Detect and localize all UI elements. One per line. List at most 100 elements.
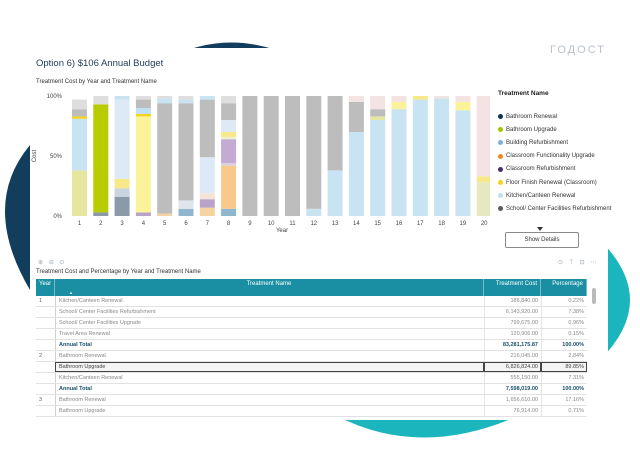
legend-item-2[interactable]: Building Refurbishment bbox=[498, 136, 613, 149]
bar-segment[interactable] bbox=[135, 116, 151, 213]
bar-segment[interactable] bbox=[221, 136, 237, 140]
bar-segment[interactable] bbox=[178, 200, 194, 209]
bar-segment[interactable] bbox=[348, 96, 364, 102]
table-row[interactable]: 1 Kitchen/Canteen Renewal 186,840.00 0.22% bbox=[36, 296, 587, 307]
bar-segment[interactable] bbox=[348, 102, 364, 132]
column-header-year[interactable]: Year bbox=[36, 279, 55, 296]
bar-segment[interactable] bbox=[370, 96, 386, 110]
bar-segment[interactable] bbox=[412, 96, 428, 100]
bar-segment[interactable] bbox=[434, 98, 450, 216]
bar-segment[interactable] bbox=[221, 208, 237, 216]
legend-item-4[interactable]: Classroom Refurbishment bbox=[498, 163, 613, 176]
bar-segment[interactable] bbox=[93, 96, 109, 105]
bar-segment[interactable] bbox=[391, 96, 407, 102]
legend-item-1[interactable]: Bathroom Upgrade bbox=[498, 123, 613, 136]
bar-segment[interactable] bbox=[476, 182, 490, 216]
bar-segment[interactable] bbox=[114, 99, 130, 179]
bar-segment[interactable] bbox=[370, 120, 386, 216]
bar-segment[interactable] bbox=[327, 170, 343, 216]
bar-segment[interactable] bbox=[72, 99, 87, 110]
bar-segment[interactable] bbox=[391, 109, 407, 216]
bar-segment[interactable] bbox=[199, 99, 215, 158]
bar-segment[interactable] bbox=[72, 116, 87, 119]
legend-item-5[interactable]: Floor Finish Renewal (Classroom) bbox=[498, 176, 613, 189]
bar-segment[interactable] bbox=[221, 132, 237, 137]
bar-segment[interactable] bbox=[178, 99, 194, 104]
bar-segment[interactable] bbox=[135, 114, 151, 117]
bar-segment[interactable] bbox=[157, 213, 173, 216]
bar-segment[interactable] bbox=[412, 99, 428, 216]
visual-options-icons[interactable]: ⊙ ⊤ ⊡ ⋯ bbox=[558, 260, 599, 266]
bar-segment[interactable] bbox=[476, 176, 490, 183]
table-row[interactable]: 2 Bathroom Renewal 216,045.00 2.84% bbox=[36, 351, 587, 362]
bar-segment[interactable] bbox=[263, 96, 279, 216]
legend-item-3[interactable]: Classroom Functionality Upgrade bbox=[498, 150, 613, 163]
table-row[interactable]: School/ Center Facilities Refurbishment 6… bbox=[36, 307, 587, 318]
bar-segment[interactable] bbox=[370, 109, 386, 117]
bar-segment[interactable] bbox=[391, 102, 407, 110]
bar-segment[interactable] bbox=[157, 103, 173, 214]
column-header-treatment-name[interactable]: Treatment Name bbox=[55, 279, 484, 296]
bar-segment[interactable] bbox=[135, 99, 151, 108]
zoom-tool-icons[interactable]: ⊕ ⊖ ⊙ bbox=[38, 260, 67, 266]
bar-segment[interactable] bbox=[242, 96, 258, 216]
bar-segment[interactable] bbox=[178, 96, 194, 100]
bar-segment[interactable] bbox=[157, 98, 173, 104]
legend-item-0[interactable]: Bathroom Renewal bbox=[498, 110, 613, 123]
bar-segment[interactable] bbox=[327, 96, 343, 171]
bar-segment[interactable] bbox=[370, 116, 386, 120]
bar-segment[interactable] bbox=[93, 212, 109, 216]
bar-segment[interactable] bbox=[199, 193, 215, 200]
table-row[interactable]: 3 Bathroom Renewal 1,656,610.00 17.16% bbox=[36, 395, 587, 406]
bar-segment[interactable] bbox=[199, 207, 215, 216]
legend-item-6[interactable]: Kitchen/Canteen Renewal bbox=[498, 189, 613, 202]
bar-segment[interactable] bbox=[476, 96, 490, 177]
bar-segment[interactable] bbox=[199, 157, 215, 194]
bar-segment[interactable] bbox=[306, 208, 322, 216]
bar-segment[interactable] bbox=[72, 109, 87, 117]
legend-item-7[interactable]: School/ Center Facilities Refurbishment bbox=[498, 202, 613, 215]
bar-segment[interactable] bbox=[114, 196, 130, 216]
bar-segment[interactable] bbox=[157, 96, 173, 99]
bar-segment[interactable] bbox=[114, 188, 130, 197]
bar-segment[interactable] bbox=[93, 104, 109, 213]
bar-segment[interactable] bbox=[285, 96, 300, 216]
sort-ascending-icon[interactable]: ▲ bbox=[69, 290, 73, 295]
bar-segment[interactable] bbox=[221, 96, 237, 104]
bar-segment[interactable] bbox=[199, 199, 215, 208]
bar-segment[interactable] bbox=[221, 163, 237, 166]
bar-segment[interactable] bbox=[178, 208, 194, 216]
bar-segment[interactable] bbox=[114, 96, 130, 100]
table-row-total[interactable]: Annual Total 7,598,019.00 100.00% bbox=[36, 384, 587, 395]
table-row-total[interactable]: Annual Total 83,281,175.87 100.00% bbox=[36, 340, 587, 351]
bar-segment[interactable] bbox=[178, 103, 194, 201]
bar-segment[interactable] bbox=[199, 96, 215, 100]
table-row[interactable]: Bathroom Upgrade 76,914.00 0.71% bbox=[36, 406, 587, 417]
bar-segment[interactable] bbox=[221, 120, 237, 132]
table-row[interactable]: Kitchen/Canteen Renewal 555,150.00 7.31% bbox=[36, 373, 587, 384]
bar-segment[interactable] bbox=[306, 96, 322, 209]
bar-segment[interactable] bbox=[434, 96, 450, 99]
table-row[interactable]: Travel Area Renewal 120,906.00 0.15% bbox=[36, 329, 587, 340]
table-row[interactable]: School/ Center Facilities Upgrade 799,675… bbox=[36, 318, 587, 329]
bar-segment[interactable] bbox=[135, 96, 151, 100]
column-header-percentage[interactable]: Percentage bbox=[541, 279, 587, 296]
table-scrollbar[interactable] bbox=[592, 288, 596, 304]
bar-segment[interactable] bbox=[455, 96, 471, 102]
bar-segment[interactable] bbox=[455, 102, 471, 111]
column-header-treatment-cost[interactable]: Treatment Cost bbox=[484, 279, 541, 296]
bar-segment[interactable] bbox=[348, 132, 364, 216]
bar-segment[interactable] bbox=[221, 103, 237, 120]
table-row[interactable]: Bathroom Upgrade 6,826,824.00 89.85% bbox=[36, 362, 587, 373]
bar-segment[interactable] bbox=[135, 108, 151, 114]
bar-segment[interactable] bbox=[221, 139, 237, 164]
bar-segment[interactable] bbox=[221, 165, 237, 209]
bar-segment[interactable] bbox=[135, 212, 151, 216]
show-details-button[interactable]: Show Details bbox=[505, 232, 579, 248]
bar-segment[interactable] bbox=[114, 178, 130, 189]
bar-segment[interactable] bbox=[455, 110, 471, 216]
bar-segment[interactable] bbox=[72, 118, 87, 171]
legend-scroll-down-icon[interactable] bbox=[537, 227, 543, 231]
bar-segment[interactable] bbox=[72, 170, 87, 216]
